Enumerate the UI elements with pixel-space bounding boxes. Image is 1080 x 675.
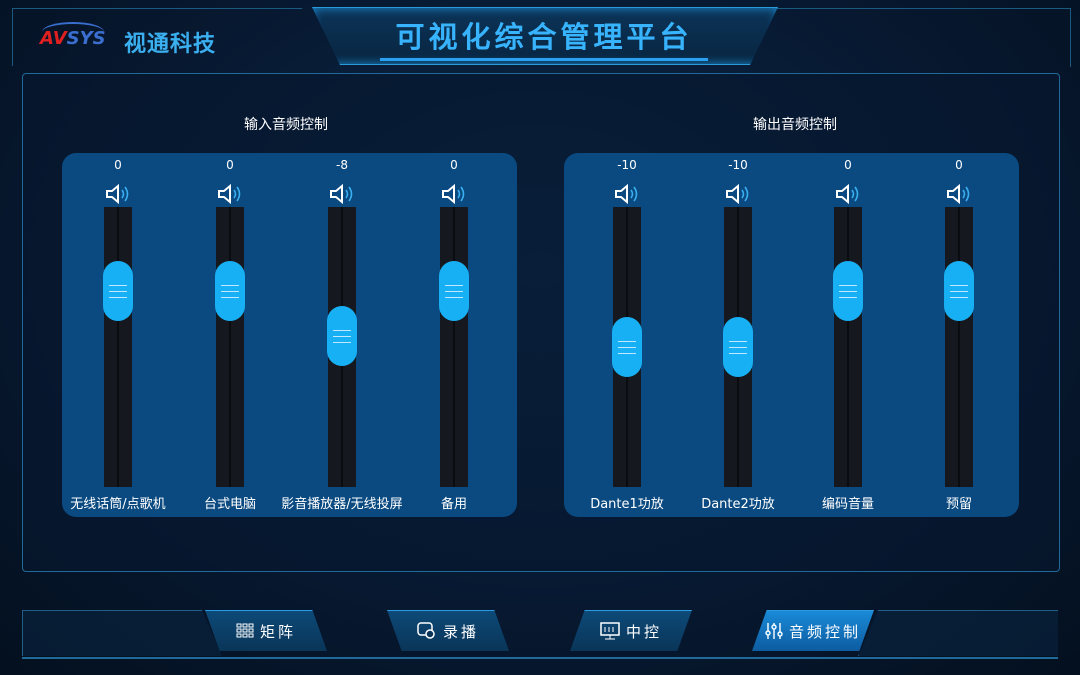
slider-knob[interactable] [327,305,357,366]
knob-grip-line [445,291,463,292]
sliders-icon [765,622,783,640]
logo: AVSYS [40,28,106,49]
knob-grip-line [729,353,747,354]
slider-track[interactable] [104,207,132,487]
nav-button-label: 音频控制 [788,622,861,641]
speaker-icon[interactable] [104,183,132,205]
knob-grip-line [618,347,636,348]
knob-grip-line [333,335,351,337]
knob-grip-line [445,285,463,286]
speaker-icon[interactable] [328,183,356,205]
speaker-icon[interactable] [440,183,468,205]
knob-grip-line [950,291,968,292]
channel-label: 影音播放器/无线投屏 [281,497,403,512]
channel-label: Dante1功放 [590,497,664,512]
channel-value: 0 [114,158,122,172]
speaker-icon[interactable] [613,183,641,205]
nav-right-deco [858,610,1058,656]
channel-value: -10 [728,158,748,172]
speaker-icon[interactable] [724,183,752,205]
knob-grip-line [221,297,239,298]
slider-knob[interactable] [215,261,245,321]
logo-sys: SYS [66,28,106,49]
knob-grip-line [333,329,351,331]
monitor-icon [600,622,620,640]
speaker-icon[interactable] [945,183,973,205]
title-underline [380,58,708,61]
knob-grip-line [445,297,463,298]
channel-label: 无线话筒/点歌机 [70,497,166,512]
knob-grip-line [839,297,857,298]
speaker-icon[interactable] [216,183,244,205]
nav-button-1[interactable]: 录播 [387,610,509,651]
channel-label: 备用 [440,497,467,512]
slider-knob[interactable] [439,261,469,321]
slider-knob[interactable] [944,261,974,321]
slider-track[interactable] [440,207,468,487]
channel-value: 0 [844,158,852,172]
header-left-frame [12,8,332,66]
slider-knob[interactable] [612,317,642,377]
nav-left-deco [22,610,222,656]
channel-value: -10 [617,158,637,172]
knob-grip-line [729,347,747,348]
slider-knob[interactable] [723,317,753,377]
slider-knob[interactable] [833,261,863,321]
knob-grip-line [618,341,636,342]
nav-button-3[interactable]: 音频控制 [752,610,874,651]
logo-arc [42,22,104,42]
nav-button-label: 矩阵 [259,622,296,641]
slider-track[interactable] [216,207,244,487]
logo-av: AV [40,28,67,49]
channel-value: 0 [226,158,234,172]
knob-grip-line [221,291,239,292]
slider-knob[interactable] [103,261,133,321]
nav-button-2[interactable]: 中控 [570,610,692,651]
channel-label: 预留 [945,497,972,512]
knob-grip-line [839,291,857,292]
input-group-title: 输入音频控制 [244,117,328,133]
knob-grip-line [333,341,351,343]
knob-grip-line [109,291,127,292]
speaker-icon[interactable] [834,183,862,205]
channel-value: 0 [955,158,963,172]
nav-button-0[interactable]: 矩阵 [205,610,327,651]
grid-icon [236,623,254,639]
channel-value: 0 [450,158,458,172]
slider-track[interactable] [834,207,862,487]
output-group-title: 输出音频控制 [753,117,837,133]
nav-base-line [22,657,1058,659]
title-frame [312,7,778,65]
knob-grip-line [950,297,968,298]
nav-button-label: 中控 [625,622,662,641]
page-title: 可视化综合管理平台 [395,20,693,54]
channel-label: 编码音量 [821,497,874,512]
knob-grip-line [221,285,239,286]
brand-name: 视通科技 [124,32,217,57]
header-right-frame [770,8,1071,67]
knob-grip-line [950,285,968,286]
channel-value: -8 [336,158,348,172]
knob-grip-line [109,285,127,286]
knob-grip-line [618,353,636,354]
camera-icon [417,622,437,640]
channel-label: Dante2功放 [701,497,775,512]
channel-label: 台式电脑 [203,497,256,512]
knob-grip-line [729,341,747,342]
slider-track[interactable] [945,207,973,487]
knob-grip-line [109,297,127,298]
knob-grip-line [839,285,857,286]
nav-button-label: 录播 [442,622,479,641]
